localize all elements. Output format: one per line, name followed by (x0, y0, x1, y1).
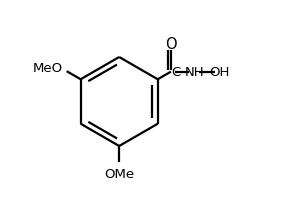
Text: C: C (171, 66, 180, 79)
Text: MeO: MeO (32, 62, 63, 75)
Text: NH: NH (184, 66, 204, 79)
Text: OMe: OMe (104, 167, 134, 180)
Text: O: O (165, 37, 177, 52)
Text: OH: OH (209, 66, 230, 79)
